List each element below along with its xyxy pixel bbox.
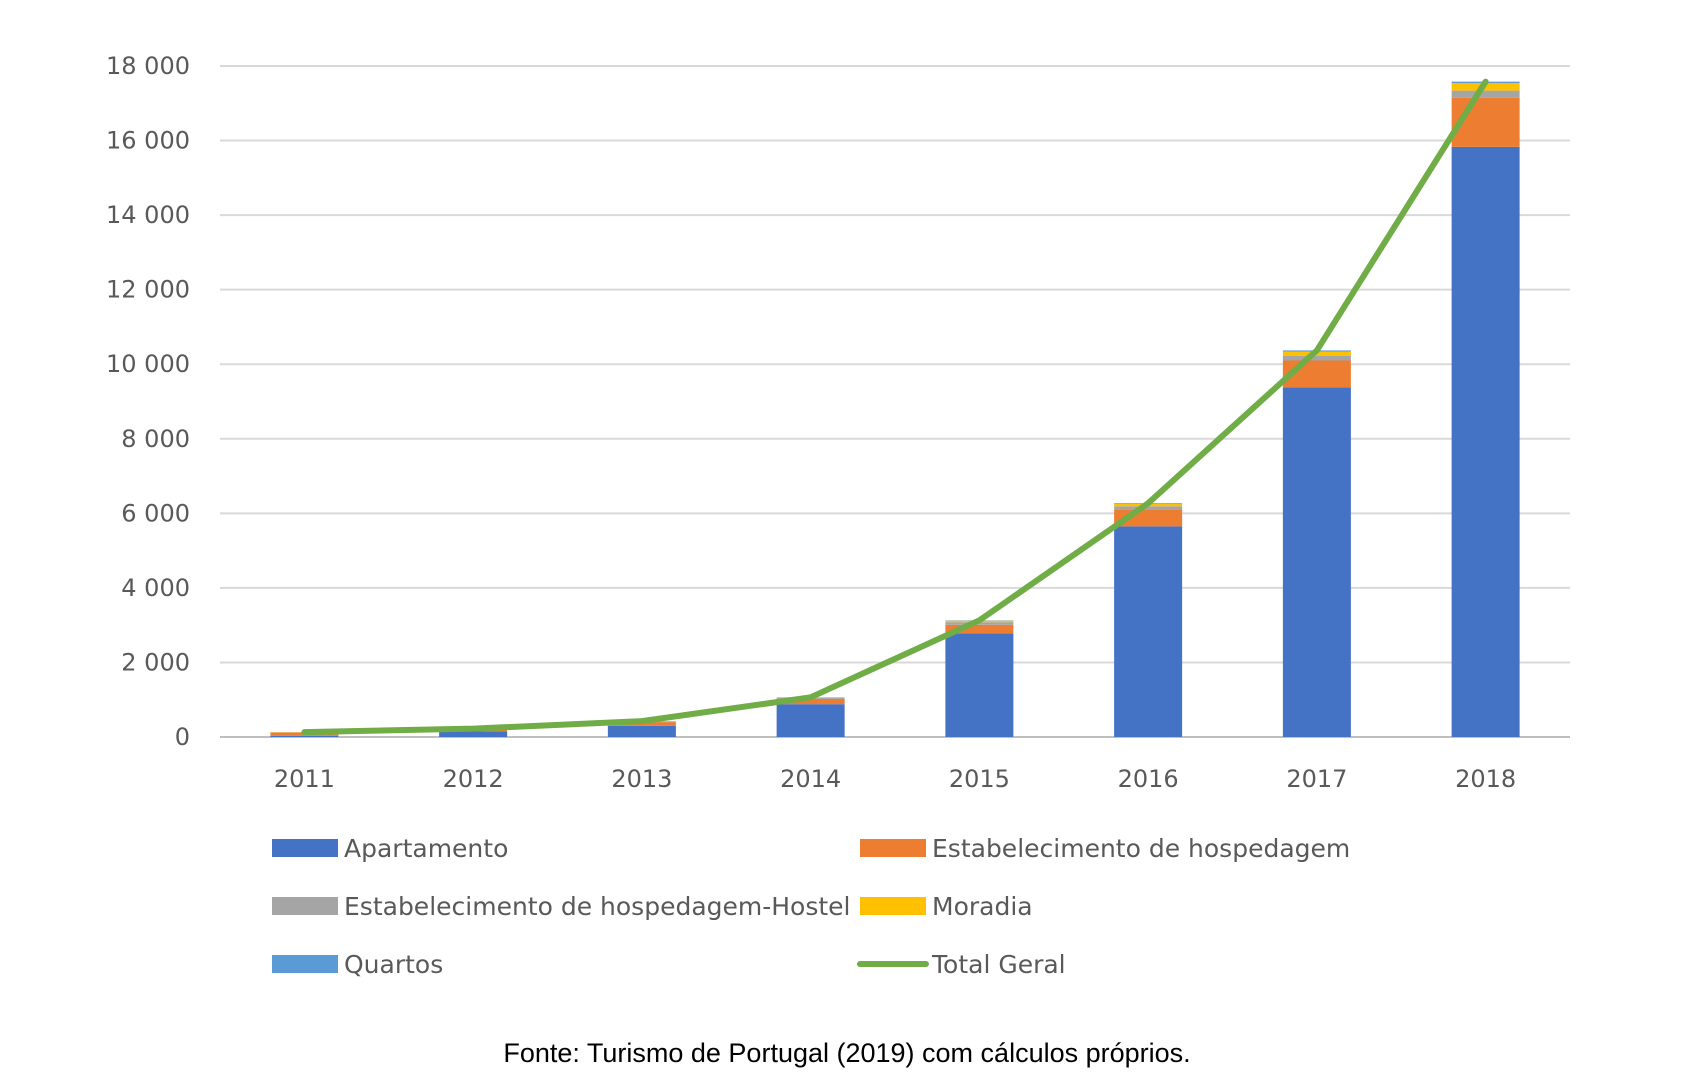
bar-segment xyxy=(776,698,845,705)
legend-swatch xyxy=(272,897,338,915)
x-tick-label: 2011 xyxy=(274,765,335,793)
bar-segment xyxy=(1114,506,1183,510)
bar-segment xyxy=(1114,526,1183,737)
y-tick-label: 12 000 xyxy=(106,276,190,304)
x-tick-label: 2013 xyxy=(611,765,672,793)
x-tick-label: 2012 xyxy=(443,765,504,793)
bar-segment xyxy=(270,735,339,737)
legend-label: Quartos xyxy=(344,950,443,979)
bar-segment xyxy=(1451,146,1520,738)
x-tick-label: 2014 xyxy=(780,765,841,793)
source-note: Fonte: Turismo de Portugal (2019) com cá… xyxy=(503,1038,1191,1068)
x-axis: 2011 2012 2013 2014 2015 2016 2017 2018 xyxy=(274,765,1516,793)
y-tick-label: 2 000 xyxy=(121,648,190,676)
y-tick-label: 6 000 xyxy=(121,499,190,527)
legend: Apartamento Estabelecimento de hospedagem… xyxy=(272,834,1350,979)
bar-segment xyxy=(607,725,676,737)
bar-segment xyxy=(945,624,1014,634)
bar-segment xyxy=(1282,355,1351,361)
y-tick-label: 14 000 xyxy=(106,201,190,229)
y-tick-label: 10 000 xyxy=(106,350,190,378)
legend-label: Total Geral xyxy=(931,950,1066,979)
y-tick-label: 16 000 xyxy=(106,127,190,155)
bars xyxy=(270,81,1520,738)
legend-swatch xyxy=(272,839,338,857)
gridlines xyxy=(220,65,1570,738)
legend-label: Moradia xyxy=(932,892,1033,921)
x-tick-label: 2018 xyxy=(1455,765,1516,793)
bar-segment xyxy=(776,704,845,737)
bar-segment xyxy=(945,633,1014,737)
y-tick-label: 8 000 xyxy=(121,425,190,453)
y-tick-label: 18 000 xyxy=(106,52,190,80)
x-tick-label: 2016 xyxy=(1118,765,1179,793)
legend-label: Estabelecimento de hospedagem xyxy=(932,834,1350,863)
y-tick-label: 4 000 xyxy=(121,574,190,602)
total-line-path xyxy=(301,78,1489,736)
stacked-bar-line-chart: 0 2 000 4 000 6 000 8 000 10 000 12 000 14 000 1… xyxy=(106,52,1570,979)
legend-swatch xyxy=(272,955,338,973)
x-tick-label: 2015 xyxy=(949,765,1010,793)
x-tick-label: 2017 xyxy=(1286,765,1347,793)
legend-swatch xyxy=(860,839,926,857)
bar-segment xyxy=(1282,387,1351,737)
legend-label: Estabelecimento de hospedagem-Hostel xyxy=(344,892,851,921)
bar-segment xyxy=(1451,90,1520,98)
legend-swatch xyxy=(860,897,926,915)
y-axis: 0 2 000 4 000 6 000 8 000 10 000 12 000 14 000 1… xyxy=(106,52,190,751)
bar-segment xyxy=(439,731,508,737)
y-tick-label: 0 xyxy=(175,723,190,751)
legend-label: Apartamento xyxy=(344,834,508,863)
total-line xyxy=(301,78,1489,736)
